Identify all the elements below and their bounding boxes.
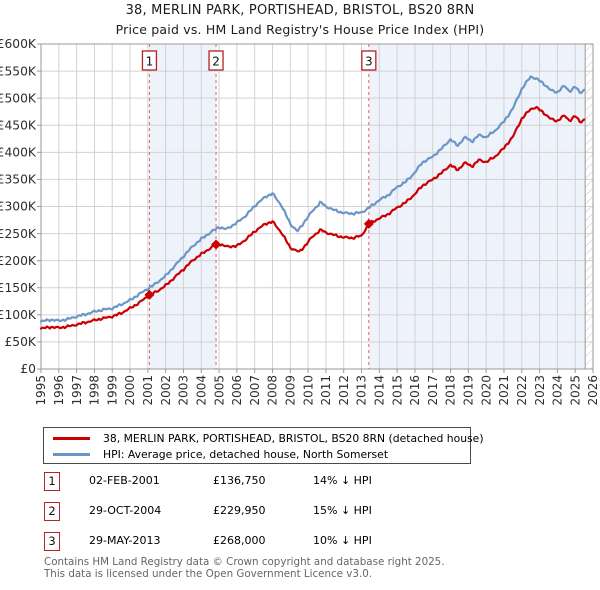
svg-text:£250K: £250K: [0, 227, 37, 241]
transaction-3-date: 29-MAY-2013: [89, 534, 161, 547]
svg-text:£300K: £300K: [0, 200, 37, 214]
svg-text:£450K: £450K: [0, 118, 37, 132]
transaction-1-hpi-delta: 14% ↓ HPI: [313, 474, 372, 487]
transaction-row-3: 3 29-MAY-2013 £268,000 10% ↓ HPI: [44, 532, 464, 552]
svg-text:2023: 2023: [533, 375, 547, 406]
transaction-2-price: £229,950: [213, 504, 266, 517]
svg-text:2014: 2014: [373, 375, 387, 406]
svg-text:2024: 2024: [551, 375, 565, 406]
legend-item-property: 38, MERLIN PARK, PORTISHEAD, BRISTOL, BS…: [44, 430, 484, 446]
page-title: 38, MERLIN PARK, PORTISHEAD, BRISTOL, BS…: [125, 3, 475, 18]
svg-text:1996: 1996: [52, 375, 66, 406]
license-line-1: Contains HM Land Registry data © Crown c…: [44, 556, 445, 568]
property-line-swatch: [53, 436, 90, 440]
transaction-row-2: 2 29-OCT-2004 £229,950 15% ↓ HPI: [44, 502, 464, 522]
svg-text:2026: 2026: [586, 375, 600, 406]
page-subtitle: Price paid vs. HM Land Registry's House …: [115, 22, 485, 37]
svg-text:2002: 2002: [159, 375, 173, 406]
svg-text:2009: 2009: [283, 375, 297, 406]
svg-text:£500K: £500K: [0, 91, 37, 105]
svg-text:2013: 2013: [355, 375, 369, 406]
svg-text:1999: 1999: [105, 375, 119, 406]
svg-text:2005: 2005: [212, 375, 226, 406]
license-line-2: This data is licensed under the Open Gov…: [44, 568, 373, 581]
hpi-line-swatch: [53, 452, 90, 456]
transaction-1-price: £136,750: [213, 474, 266, 487]
svg-text:2012: 2012: [337, 375, 351, 406]
svg-text:1998: 1998: [88, 375, 102, 406]
svg-text:£400K: £400K: [0, 146, 37, 160]
transaction-2-hpi-delta: 15% ↓ HPI: [313, 504, 372, 517]
transaction-3-hpi-delta: 10% ↓ HPI: [313, 534, 372, 547]
svg-text:1995: 1995: [34, 375, 48, 406]
svg-text:2000: 2000: [123, 375, 137, 406]
svg-text:2010: 2010: [301, 375, 315, 406]
svg-text:2: 2: [212, 55, 220, 69]
svg-text:£100K: £100K: [0, 308, 37, 322]
transaction-2-date: 29-OCT-2004: [89, 504, 162, 517]
svg-text:2007: 2007: [248, 375, 262, 406]
svg-text:2021: 2021: [497, 375, 511, 406]
license-footer: Contains HM Land Registry data © Crown c…: [44, 556, 584, 580]
transaction-1-date: 02-FEB-2001: [89, 474, 160, 487]
svg-text:2001: 2001: [141, 375, 155, 406]
svg-text:2019: 2019: [462, 375, 476, 406]
svg-text:2008: 2008: [266, 375, 280, 406]
svg-text:2015: 2015: [390, 375, 404, 406]
svg-text:£150K: £150K: [0, 281, 37, 295]
svg-text:2020: 2020: [479, 375, 493, 406]
svg-text:2022: 2022: [515, 375, 529, 406]
svg-text:2004: 2004: [194, 375, 208, 406]
svg-text:2016: 2016: [408, 375, 422, 406]
svg-text:£550K: £550K: [0, 64, 37, 78]
svg-text:2003: 2003: [177, 375, 191, 406]
transaction-2-marker: 2: [44, 502, 60, 521]
svg-text:2018: 2018: [444, 375, 458, 406]
legend-label-property: 38, MERLIN PARK, PORTISHEAD, BRISTOL, BS…: [103, 431, 484, 445]
svg-text:1: 1: [146, 55, 154, 69]
transaction-3-marker: 3: [44, 532, 60, 551]
svg-text:£50K: £50K: [4, 335, 36, 349]
svg-text:2025: 2025: [568, 375, 582, 406]
legend-item-hpi: HPI: Average price, detached house, Nort…: [44, 446, 470, 462]
transaction-1-marker: 1: [44, 472, 60, 491]
svg-text:1997: 1997: [70, 375, 84, 406]
price-history-chart[interactable]: £0 £50K £100K £150K £200K £250K £300K £350K £400…: [0, 0, 600, 412]
legend-label-hpi: HPI: Average price, detached house, Nort…: [103, 447, 389, 461]
svg-text:2011: 2011: [319, 375, 333, 406]
svg-text:£350K: £350K: [0, 173, 37, 187]
svg-text:£200K: £200K: [0, 254, 37, 268]
svg-text:2006: 2006: [230, 375, 244, 406]
chart-legend: 38, MERLIN PARK, PORTISHEAD, BRISTOL, BS…: [43, 427, 484, 464]
transaction-row-1: 1 02-FEB-2001 £136,750 14% ↓ HPI: [44, 472, 464, 492]
transaction-3-price: £268,000: [213, 534, 266, 547]
svg-text:2017: 2017: [426, 375, 440, 406]
svg-text:£600K: £600K: [0, 37, 37, 51]
svg-text:3: 3: [365, 55, 373, 69]
svg-text:£0: £0: [20, 362, 36, 376]
